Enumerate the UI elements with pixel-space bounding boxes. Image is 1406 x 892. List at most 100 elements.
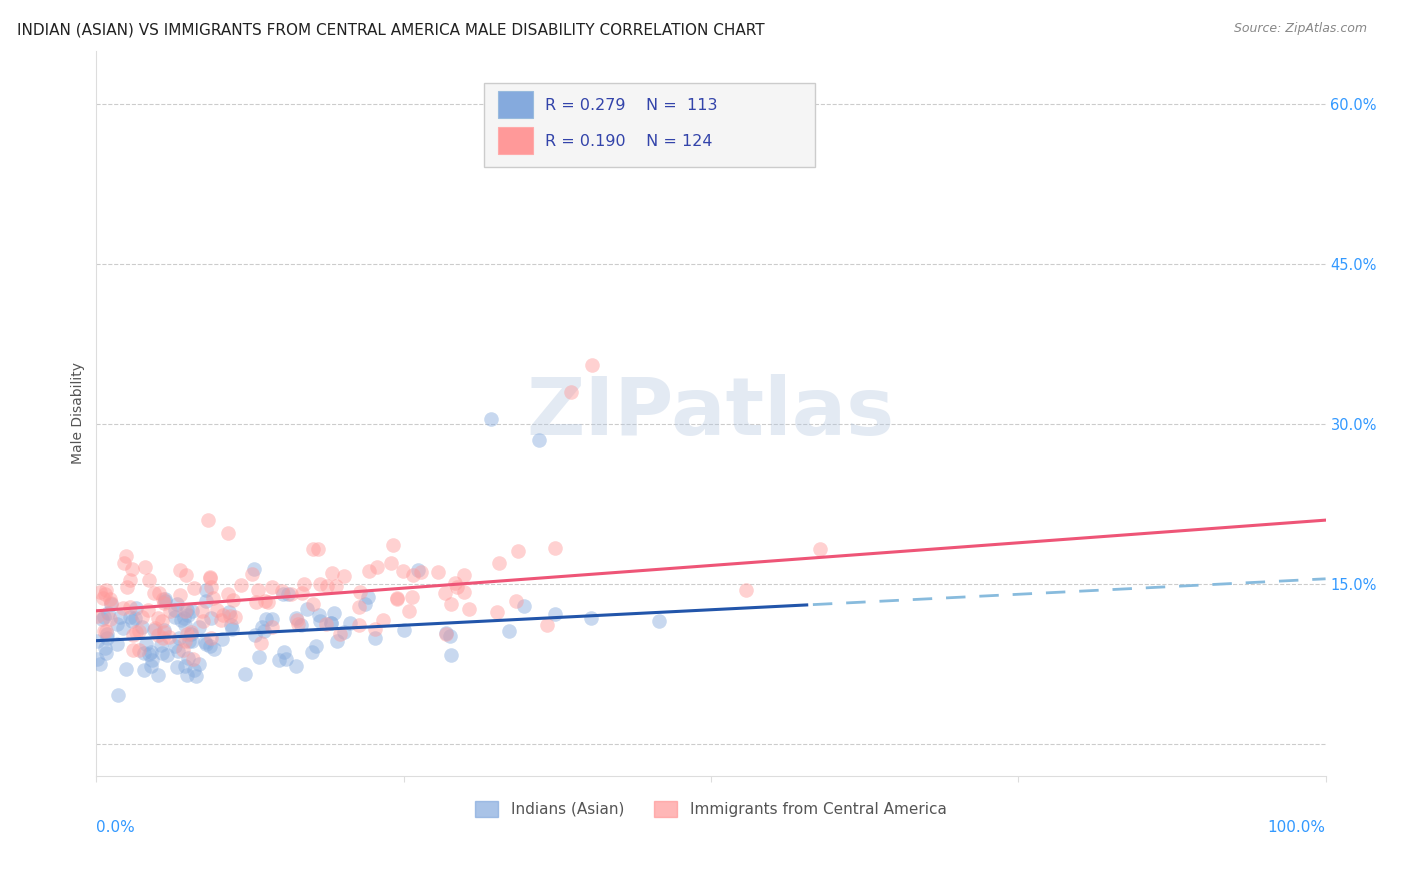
Point [808,541,831,556]
Point [498,624,520,638]
Point [100,596,122,610]
Point [165,603,187,617]
Point [180,604,202,618]
Point [440,648,463,662]
Point [544,541,567,556]
Point [153,594,176,608]
Point [332,625,354,640]
Point [284,659,307,673]
Point [94,640,117,655]
Point [121,628,143,642]
Point [434,586,457,600]
Point [152,591,174,606]
Point [194,634,217,648]
Point [152,596,174,610]
Point [98,612,121,626]
Point [89,585,111,599]
Point [380,556,402,570]
Point [211,607,233,622]
Point [183,581,205,595]
Point [240,566,263,581]
Point [453,568,475,582]
Point [401,590,423,604]
Point [253,624,276,639]
Point [287,614,309,628]
Point [141,653,163,667]
Point [302,541,325,556]
Point [457,601,479,615]
Point [488,556,510,570]
Point [233,666,256,681]
Point [505,594,527,608]
Point [387,591,409,606]
Point [128,643,150,657]
Point [250,620,273,634]
Point [411,566,433,580]
Point [142,586,165,600]
Point [201,591,224,605]
Point [138,647,160,661]
Point [174,604,197,618]
Point [169,563,191,577]
Point [243,628,266,642]
Point [131,609,153,624]
Point [217,525,239,540]
Point [191,604,214,618]
Point [256,595,278,609]
Point [224,609,246,624]
Point [349,585,371,599]
Point [357,590,380,604]
Point [150,614,173,628]
Point [536,618,558,632]
Point [176,668,198,682]
Point [205,602,228,616]
Point [108,610,131,624]
Point [96,631,118,645]
Point [194,583,217,598]
Point [270,584,292,599]
Point [91,591,114,605]
Point [333,569,356,583]
Point [245,594,267,608]
Point [444,576,467,591]
Point [581,359,603,373]
Point [301,645,323,659]
Point [315,617,337,632]
Point [307,542,329,557]
Point [328,627,350,641]
Bar [498,91,533,118]
Point [392,623,415,637]
Point [222,593,245,607]
Point [166,660,188,674]
Point [120,610,142,624]
Point [86,609,108,624]
Point [200,639,222,653]
Point [174,568,197,582]
Point [125,624,148,639]
FancyBboxPatch shape [484,83,815,167]
Point [427,566,450,580]
Point [96,646,118,660]
Point [401,567,423,582]
Point [218,605,240,619]
Point [86,651,108,665]
Point [167,631,190,645]
Point [112,621,135,635]
Point [169,588,191,602]
Point [96,626,118,640]
Point [274,652,297,666]
Point [273,645,295,659]
Point [735,582,758,597]
Point [176,627,198,641]
Point [152,631,174,645]
Point [100,597,122,611]
Point [156,648,179,663]
Point [176,602,198,616]
Point [221,618,243,632]
Point [321,615,343,630]
Point [165,610,187,624]
Point [120,599,142,614]
Point [121,562,143,576]
Point [200,580,222,594]
Point [544,607,567,622]
